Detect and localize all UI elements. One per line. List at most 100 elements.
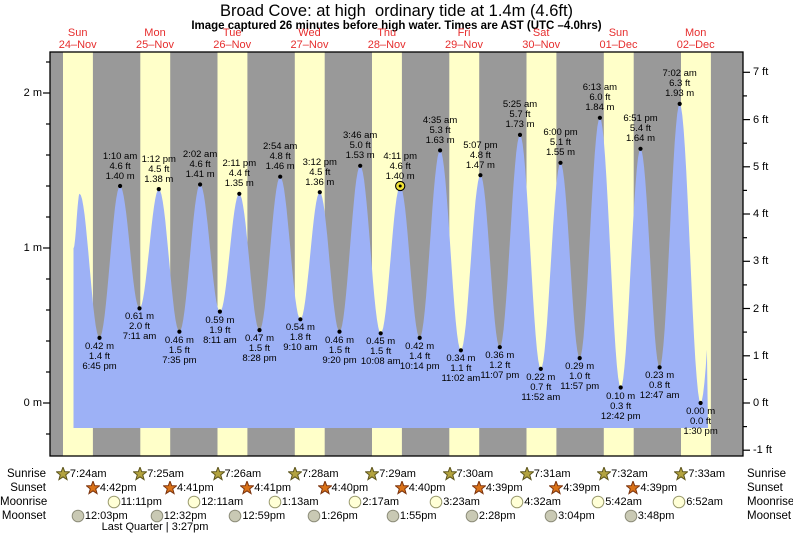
- day-label: Mon 25–Nov: [136, 27, 174, 51]
- sunrise-time-text: 7:31am: [533, 468, 571, 480]
- moonset-time: 1:26pm: [307, 509, 358, 523]
- low-tide-annotation: 0.61 m 2.0 ft 7:11 am: [122, 311, 157, 343]
- sunset-star-icon: [626, 481, 641, 495]
- low-tide-annotation: 0.10 m 0.3 ft 12:42 pm: [600, 390, 641, 422]
- moonset-icon: [71, 509, 85, 523]
- day-label: Tue 26–Nov: [213, 27, 252, 51]
- sunrise-time: 7:25am: [133, 467, 184, 481]
- y-axis-right-label: 1 ft: [753, 349, 769, 362]
- high-tide-annotation: 5:07 pm 4.8 ft 1.47 m: [463, 139, 498, 171]
- day-label: Sun 01–Dec: [599, 27, 638, 51]
- sunset-star-icon: [471, 481, 486, 495]
- high-tide-annotation: 1:10 am 4.6 ft 1.40 m: [102, 150, 138, 182]
- high-tide-annotation: 1:12 pm 4.5 ft 1.38 m: [141, 153, 176, 185]
- sunset-star-icon: [163, 481, 177, 495]
- sunrise-time: 7:26am: [210, 467, 262, 481]
- low-tide-annotation: 0.47 m 1.5 ft 8:28 pm: [242, 333, 277, 365]
- moonrise-icon: [672, 495, 686, 509]
- moonrise-time-text: 12:11am: [201, 496, 244, 508]
- sunset-time: 4:41pm: [240, 481, 291, 495]
- moonrise-icon: [429, 495, 443, 509]
- moonrise-icon: [591, 495, 605, 509]
- moon-phase-note: Last Quarter | 3:27pm: [101, 521, 209, 533]
- day-label: Sun 24–Nov: [58, 27, 97, 51]
- y-axis-left-label: 2 m: [23, 87, 42, 99]
- sunrise-star-icon: [133, 467, 148, 481]
- sunrise-star-icon: [442, 467, 457, 481]
- y-axis-right-label: 6 ft: [753, 113, 769, 126]
- moonrise-time: 5:42am: [591, 495, 642, 509]
- sunrise-star-icon: [519, 467, 534, 481]
- sunrise-time: 7:31am: [519, 467, 571, 481]
- low-tide-annotation: 0.59 m 1.9 ft 8:11 am: [203, 314, 237, 346]
- sunset-time: 4:40pm: [317, 481, 369, 495]
- moonrise-time: 11:11pm: [107, 495, 162, 509]
- moonset-icon: [150, 509, 163, 523]
- moonset-icon: [307, 509, 321, 523]
- y-axis-right-label: -1 ft: [753, 444, 772, 457]
- sunset-time-text: 4:41pm: [177, 482, 214, 494]
- high-tide-annotation: 2:02 am 4.6 ft 1.41 m: [182, 149, 218, 180]
- low-tide-annotation: 0.36 m 1.2 ft 11:07 pm: [480, 350, 520, 382]
- sunrise-star-icon: [365, 467, 380, 481]
- high-tide-annotation: 2:11 pm 4.4 ft 1.35 m: [222, 158, 257, 190]
- moonset-icon: [465, 509, 479, 523]
- moonset-time: 2:28pm: [465, 509, 516, 523]
- sunrise-time-text: 7:33am: [688, 468, 726, 480]
- high-tide-annotation: 3:46 am 5.0 ft 1.53 m: [343, 130, 378, 162]
- chart-subtitle: Image captured 26 minutes before high wa…: [191, 20, 602, 32]
- moonrise-time: 6:52am: [672, 495, 723, 509]
- moonset-time-text: 12:03pm: [84, 510, 128, 522]
- moonset-time: 12:03pm: [71, 509, 128, 523]
- low-tide-annotation: 0.42 m 1.4 ft 6:45 pm: [82, 340, 117, 372]
- moonset-time-text: 1:26pm: [321, 510, 358, 522]
- sunset-time-text: 4:41pm: [254, 482, 291, 494]
- sunset-time-text: 4:40pm: [331, 482, 369, 494]
- sunset-time: 4:39pm: [471, 481, 523, 495]
- moonset-icon: [229, 509, 242, 523]
- sunrise-time: 7:30am: [442, 467, 493, 481]
- high-tide-annotation: 6:51 pm 5.4 ft 1.64 m: [623, 113, 658, 145]
- day-label: Sat 30–Nov: [522, 27, 561, 51]
- sunrise-time-text: 7:29am: [379, 468, 416, 480]
- low-tide-annotation: 0.46 m 1.5 ft 7:35 pm: [162, 334, 197, 366]
- moonrise-time: 1:13am: [268, 495, 319, 509]
- low-tide-annotation: 0.34 m 1.1 ft 11:02 am: [441, 353, 481, 385]
- day-label: Wed 27–Nov: [290, 27, 329, 51]
- chart-title: Broad Cove: at high ordinary tide at 1.4…: [219, 2, 574, 20]
- high-tide-annotation: 6:13 am 6.0 ft 1.84 m: [582, 82, 618, 114]
- sunrise-time-text: 7:28am: [301, 468, 339, 480]
- moonset-time-text: 1:55pm: [399, 510, 437, 522]
- sunset-time-text: 4:39pm: [640, 482, 678, 494]
- moonset-time: 12:59pm: [228, 509, 285, 523]
- y-axis-right-label: 2 ft: [753, 302, 769, 315]
- high-tide-annotation: 6:00 pm 5.1 ft 1.55 m: [543, 127, 578, 159]
- moonrise-icon: [268, 495, 282, 509]
- sunrise-time-text: 7:26am: [224, 468, 262, 480]
- moonrise-icon: [349, 495, 362, 509]
- moonset-time: 12:32pm: [150, 509, 207, 523]
- moonset-icon: [544, 509, 558, 523]
- y-axis-right-label: 7 ft: [753, 66, 769, 79]
- row-label-sunset: Sunset: [10, 482, 46, 494]
- low-tide-annotation: 0.46 m 1.5 ft 9:20 pm: [322, 334, 357, 366]
- moonrise-time: 2:17am: [348, 495, 399, 509]
- moonrise-time-text: 11:11pm: [120, 496, 162, 508]
- sunrise-time: 7:32am: [597, 467, 648, 481]
- sunrise-time-text: 7:25am: [147, 468, 184, 480]
- high-tide-annotation: 5:25 am 5.7 ft 1.73 m: [502, 99, 538, 131]
- row-label-moonrise-right: Moonrise: [747, 496, 793, 508]
- y-axis-left-label: 0 m: [23, 397, 42, 409]
- day-label: Fri 29–Nov: [445, 27, 483, 51]
- sunset-time: 4:41pm: [163, 481, 214, 495]
- moonset-time-text: 3:48pm: [637, 510, 675, 522]
- row-label-moonset-right: Moonset: [747, 510, 792, 522]
- moonset-time: 3:48pm: [624, 509, 675, 523]
- sunrise-time: 7:33am: [674, 467, 725, 481]
- moonrise-time-text: 4:32am: [524, 496, 561, 508]
- low-tide-annotation: 0.00 m 0.0 ft 1:30 pm: [683, 406, 718, 437]
- sunset-star-icon: [317, 481, 332, 495]
- sunset-time-text: 4:39pm: [563, 482, 600, 494]
- sunrise-star-icon: [674, 467, 689, 481]
